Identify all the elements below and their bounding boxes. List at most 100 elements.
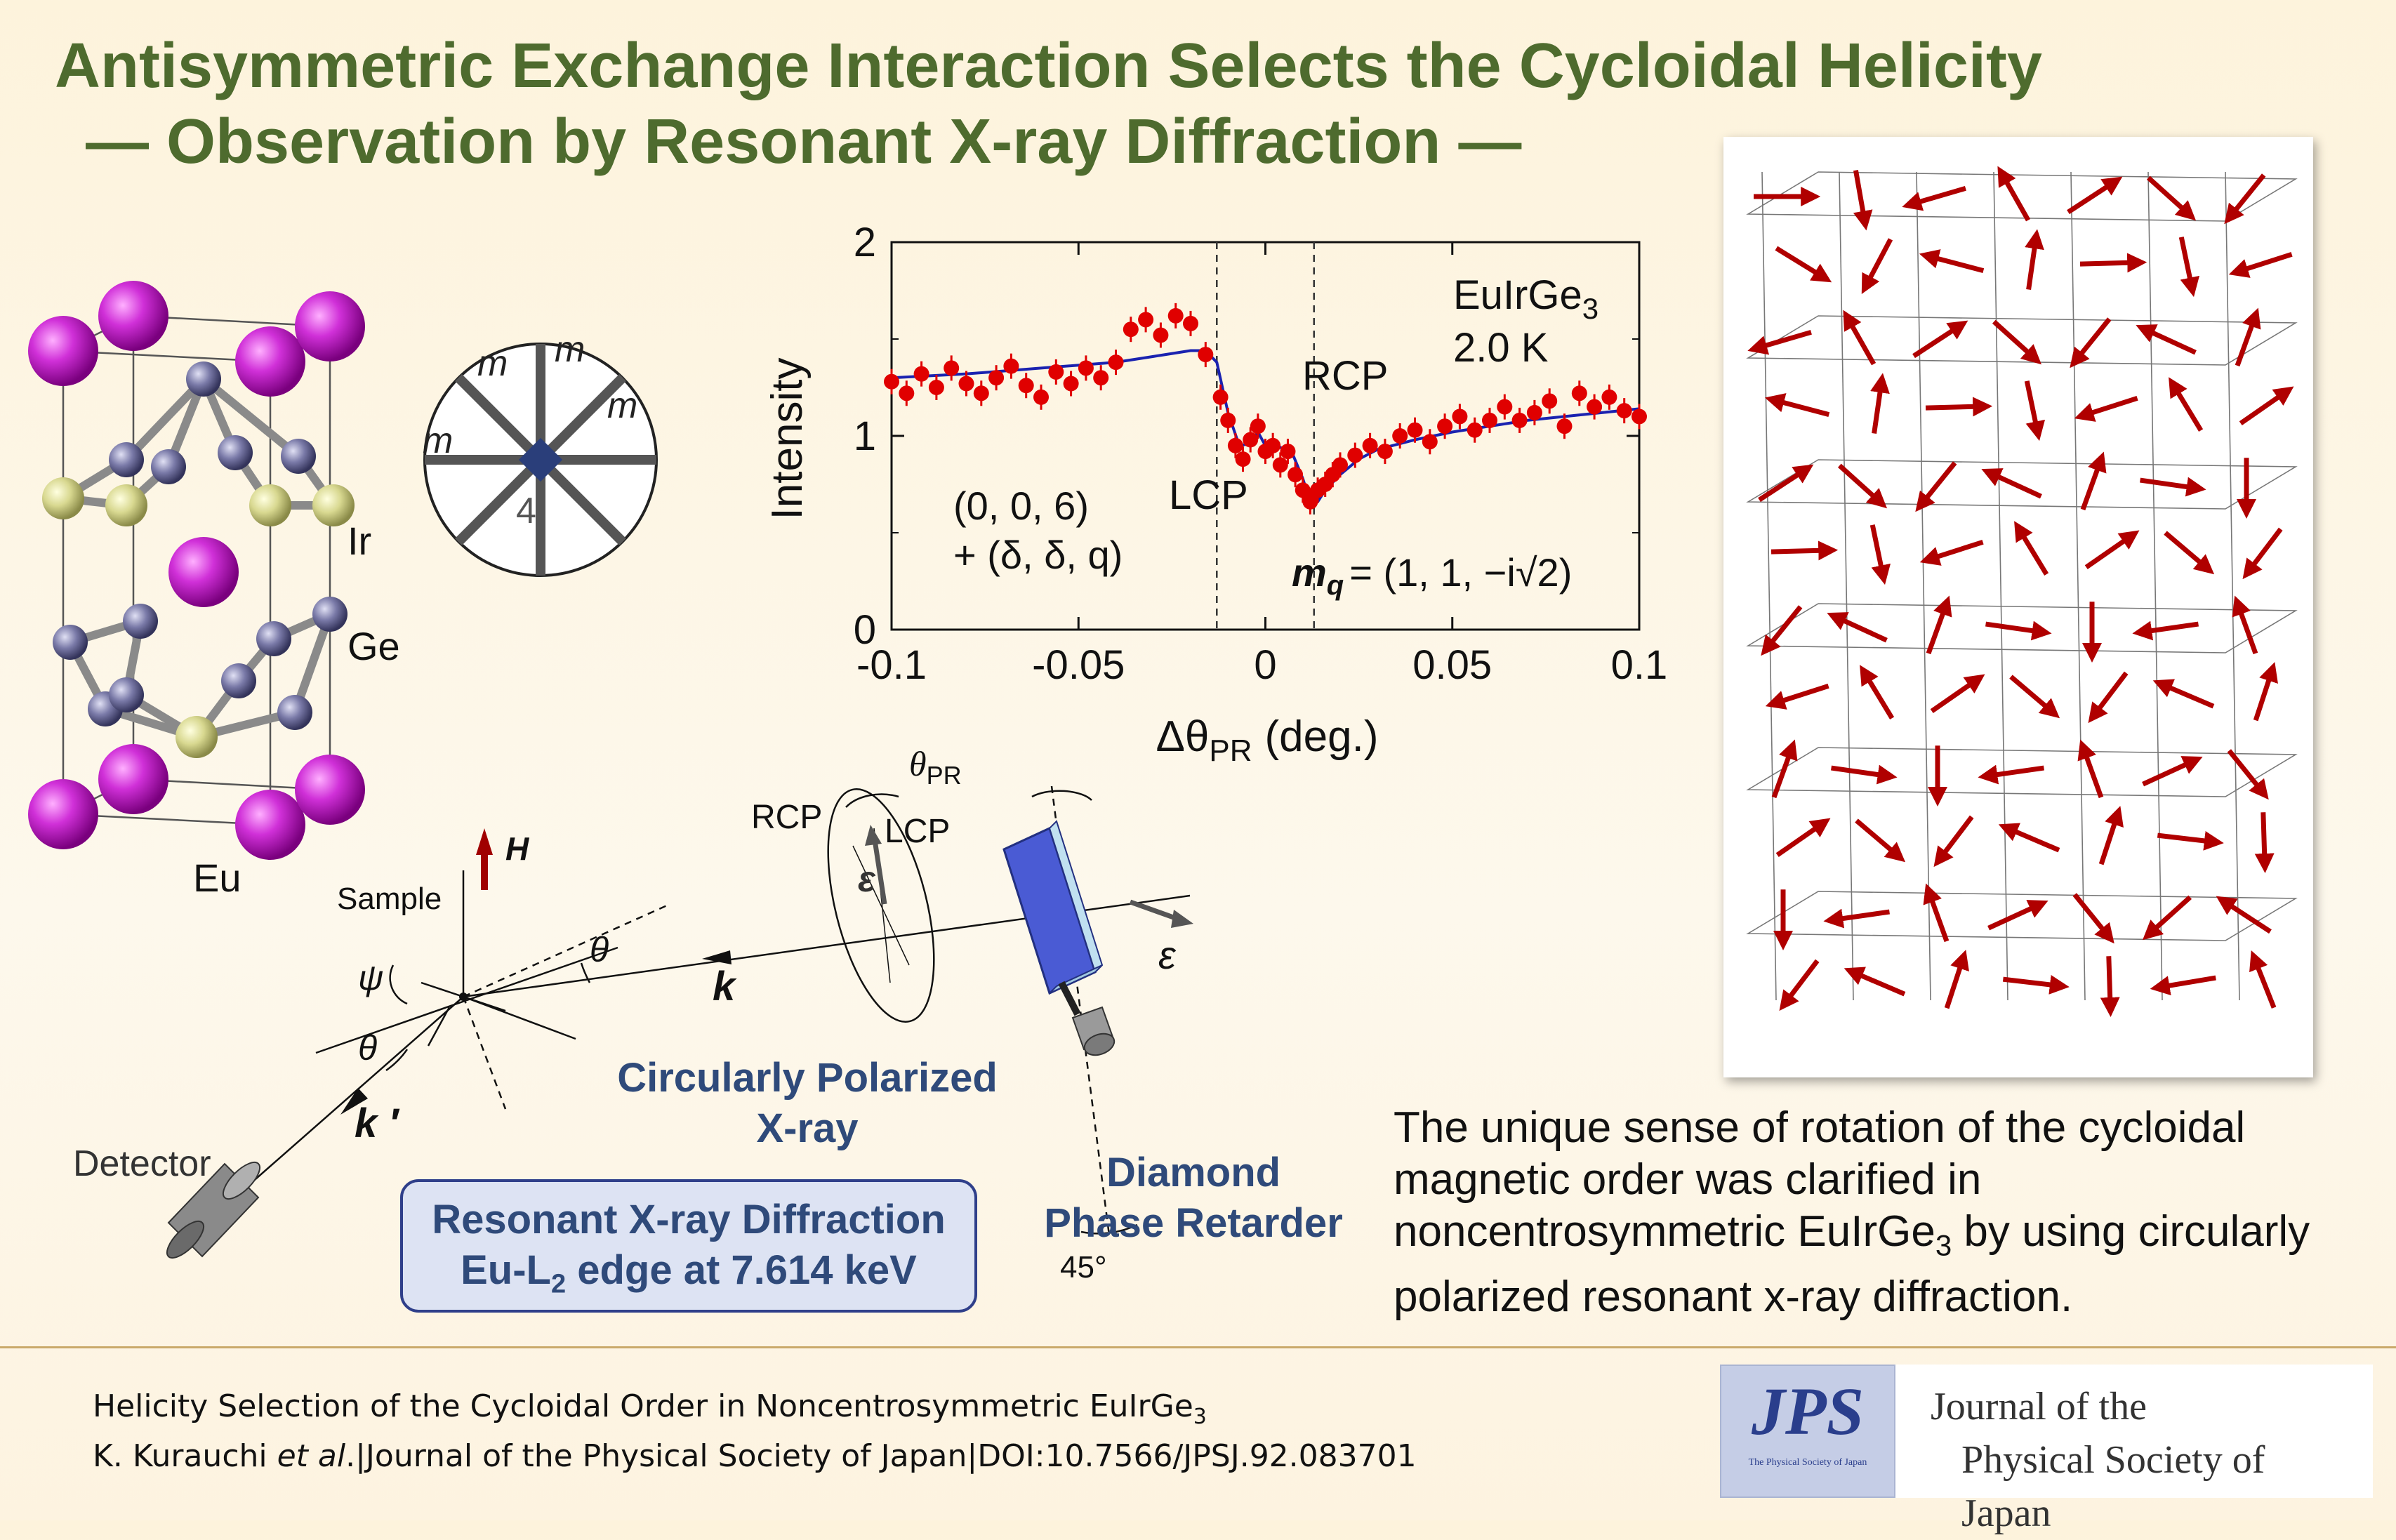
data-points — [884, 303, 1647, 515]
title-line-2: — Observation by Resonant X-ray Diffract… — [86, 107, 1522, 177]
x-axis-label: ΔθPR (deg.) — [1156, 712, 1379, 768]
spin-arrow — [1919, 249, 1985, 274]
data-point — [1212, 389, 1229, 405]
spin-arrow — [1997, 166, 2031, 222]
spin-arrow — [2239, 386, 2294, 425]
reflection-line-1: (0, 0, 6) — [953, 484, 1089, 528]
data-point — [1362, 437, 1378, 453]
spin-arrow — [1912, 320, 1968, 359]
spin-arrow — [2132, 620, 2199, 641]
spin-arrow — [1855, 818, 1906, 863]
spin-arrow — [2009, 675, 2060, 719]
spin-arrow — [2025, 229, 2044, 290]
sample-point — [459, 993, 468, 1001]
spin-arrow — [2074, 395, 2138, 422]
spin-arrow — [1869, 524, 1891, 585]
data-point — [1347, 447, 1363, 463]
data-point — [1033, 389, 1049, 405]
spin-arrow — [1860, 665, 1895, 719]
data-point — [1250, 418, 1266, 434]
data-point — [1467, 422, 1483, 438]
data-point — [958, 376, 974, 392]
axis-label: 4 — [516, 491, 536, 531]
spin-arrows — [1747, 166, 2294, 1017]
data-point — [988, 370, 1005, 386]
spin-arrow — [2140, 477, 2206, 497]
y-tick-label: 1 — [854, 413, 876, 459]
title-line-1: Antisymmetric Exchange Interaction Selec… — [55, 31, 2042, 101]
page-title: Antisymmetric Exchange Interaction Selec… — [55, 28, 2042, 180]
epsilon-ellipse-label: ε — [858, 859, 876, 900]
data-point — [1280, 444, 1296, 460]
spin-arrow — [1758, 464, 1814, 503]
spin-arrow — [2146, 175, 2197, 221]
x-tick-label: 0.05 — [1412, 642, 1492, 688]
data-point — [899, 385, 915, 401]
data-point — [1631, 409, 1647, 425]
spin-arrow — [2098, 806, 2124, 865]
spin-arrow — [2216, 896, 2272, 934]
data-point — [1227, 437, 1243, 453]
spin-arrow — [1870, 373, 1890, 434]
data-point — [928, 380, 944, 395]
data-point — [1183, 315, 1198, 331]
data-point — [1392, 428, 1408, 444]
spin-arrow — [2014, 521, 2049, 576]
spin-arrow — [2150, 975, 2216, 995]
reference-lines — [1216, 242, 1315, 630]
x-tick-label: 0 — [1254, 642, 1276, 688]
data-point — [1138, 312, 1154, 328]
data-point — [1526, 404, 1542, 420]
data-point — [1407, 422, 1423, 438]
summary-text: The unique sense of rotation of the cycl… — [1394, 1103, 2310, 1322]
spin-arrow — [2100, 956, 2120, 1017]
theta-label-upper: θ — [590, 930, 609, 969]
spin-arrow — [2224, 173, 2266, 225]
lattice-grid — [1746, 171, 2298, 1001]
x-tick-label: -0.1 — [856, 642, 927, 688]
data-point — [1003, 358, 1019, 374]
k-label: k — [713, 964, 737, 1009]
data-point — [1542, 393, 1558, 409]
rxd-line-1: Resonant X-ray Diffraction — [432, 1197, 946, 1242]
citation: Helicity Selection of the Cycloidal Orde… — [93, 1387, 1417, 1476]
lcp-annotation: LCP — [1169, 472, 1248, 518]
polarization-ellipse — [827, 788, 935, 1023]
spin-arrow — [1765, 683, 1829, 710]
data-point — [1587, 399, 1603, 415]
spin-arrow — [2136, 324, 2197, 355]
theta-pr-label: θPR — [909, 744, 962, 790]
mirror-label-2: m — [555, 329, 585, 370]
citation-title: Helicity Selection of the Cycloidal Orde… — [93, 1388, 1207, 1429]
spin-arrow — [2070, 317, 2112, 369]
spin-arrow — [1919, 539, 1984, 566]
jps-logo: JPS The Physical Society of Japan — [1720, 1365, 1895, 1498]
spin-arrow — [2077, 739, 2104, 799]
data-point — [1123, 321, 1139, 338]
rxd-info-box: Resonant X-ray Diffraction Eu-L2 edge at… — [400, 1179, 977, 1313]
rxd-line-2: Eu-L2 edge at 7.614 keV — [461, 1247, 917, 1299]
spin-arrow — [1998, 823, 2060, 853]
y-tick-label: 2 — [854, 220, 876, 265]
footer-divider — [0, 1346, 2396, 1348]
spin-arrow — [2084, 530, 2140, 569]
mirror-label-4: m — [423, 420, 453, 461]
x-tick-label: -0.05 — [1032, 642, 1125, 688]
spin-arrow — [1923, 883, 1950, 943]
eu-atoms — [28, 281, 365, 860]
crystal-structure: Ir Ge Eu — [28, 281, 400, 900]
data-point — [1018, 378, 1034, 394]
spin-arrow — [1827, 612, 1888, 643]
spin-arrow — [1915, 461, 1957, 512]
spin-arrow — [2254, 812, 2275, 873]
spin-arrow — [1981, 468, 2042, 499]
k-arrowhead — [702, 950, 732, 964]
spin-arrow — [2079, 253, 2147, 273]
spin-arrow — [1987, 900, 2048, 931]
psi-rotation-arrow — [389, 964, 408, 1005]
spin-arrow — [2227, 749, 2269, 800]
data-point — [1601, 389, 1617, 405]
spin-arrow — [2152, 679, 2215, 709]
ge-atoms — [42, 477, 355, 758]
spin-arrow — [1761, 605, 1803, 656]
